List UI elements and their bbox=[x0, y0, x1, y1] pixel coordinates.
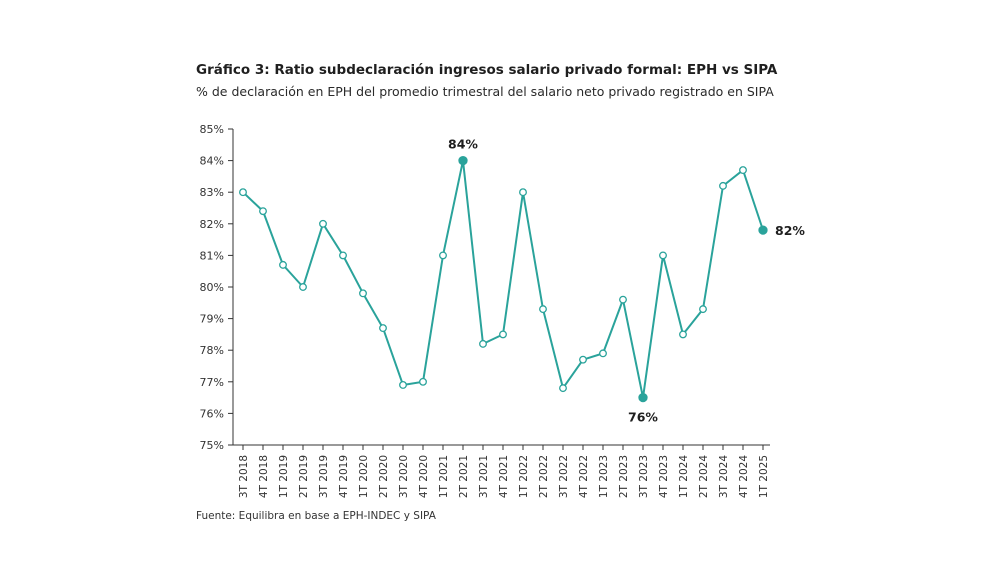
data-point bbox=[619, 295, 627, 304]
y-tick-label: 82% bbox=[200, 218, 224, 231]
data-point bbox=[539, 305, 547, 314]
x-tick-label: 2T 2021 bbox=[458, 455, 470, 498]
data-point bbox=[319, 219, 327, 228]
x-tick-label: 1T 2019 bbox=[278, 455, 290, 498]
x-tick-label: 4T 2022 bbox=[578, 455, 590, 498]
y-tick-label: 75% bbox=[200, 439, 224, 452]
y-tick-label: 78% bbox=[200, 344, 224, 357]
y-tick-label: 81% bbox=[200, 249, 224, 262]
chart-subtitle: % de declaración en EPH del promedio tri… bbox=[196, 84, 774, 99]
data-label: 84% bbox=[448, 137, 478, 152]
x-tick-label: 3T 2018 bbox=[238, 455, 250, 498]
y-tick-label: 79% bbox=[200, 313, 224, 326]
x-tick-label: 4T 2021 bbox=[498, 455, 510, 498]
x-tick-label: 4T 2024 bbox=[738, 455, 750, 498]
x-tick-label: 1T 2021 bbox=[438, 455, 450, 498]
data-label: 76% bbox=[628, 410, 658, 425]
x-tick-label: 3T 2019 bbox=[318, 455, 330, 498]
x-tick-label: 3T 2023 bbox=[638, 455, 650, 498]
data-point bbox=[479, 339, 487, 348]
data-point bbox=[299, 283, 307, 291]
x-tick-label: 3T 2024 bbox=[718, 455, 730, 498]
y-tick-label: 77% bbox=[200, 376, 224, 389]
x-tick-label: 3T 2021 bbox=[478, 455, 490, 498]
x-tick-label: 1T 2023 bbox=[598, 455, 610, 498]
x-tick-label: 2T 2024 bbox=[698, 455, 710, 498]
series-line bbox=[242, 159, 764, 399]
x-tick-label: 1T 2025 bbox=[758, 455, 770, 498]
data-point bbox=[699, 305, 707, 314]
source-note: Fuente: Equilibra en base a EPH-INDEC y … bbox=[196, 510, 436, 522]
x-tick-label: 3T 2022 bbox=[558, 455, 570, 498]
x-tick-label: 2T 2023 bbox=[618, 455, 630, 498]
data-point bbox=[659, 251, 667, 260]
y-tick-label: 83% bbox=[200, 186, 224, 199]
data-point bbox=[679, 330, 687, 339]
x-tick-label: 2T 2022 bbox=[538, 455, 550, 498]
data-point bbox=[499, 330, 507, 339]
x-tick-label: 1T 2024 bbox=[678, 455, 690, 498]
data-point bbox=[259, 207, 267, 216]
data-point bbox=[399, 381, 407, 389]
data-point bbox=[239, 188, 247, 197]
chart-title: Gráfico 3: Ratio subdeclaración ingresos… bbox=[196, 62, 778, 78]
data-point bbox=[579, 355, 587, 364]
y-tick-label: 84% bbox=[200, 155, 224, 168]
x-tick-label: 1T 2022 bbox=[518, 455, 530, 498]
x-tick-label: 2T 2020 bbox=[378, 455, 390, 498]
data-label: 82% bbox=[775, 223, 805, 238]
highlight-point bbox=[638, 392, 648, 403]
data-point bbox=[379, 324, 387, 333]
x-tick-label: 4T 2018 bbox=[258, 455, 270, 498]
y-tick-label: 76% bbox=[200, 407, 224, 420]
x-tick-label: 4T 2023 bbox=[658, 455, 670, 498]
data-point bbox=[419, 377, 427, 386]
y-tick-label: 85% bbox=[200, 123, 224, 136]
data-point bbox=[339, 251, 347, 260]
data-point bbox=[359, 289, 367, 298]
data-point bbox=[559, 384, 567, 393]
x-tick-label: 3T 2020 bbox=[398, 455, 410, 498]
highlight-point bbox=[458, 155, 468, 166]
highlight-point bbox=[758, 225, 768, 235]
y-tick-label: 80% bbox=[200, 281, 224, 294]
x-tick-label: 2T 2019 bbox=[298, 455, 310, 498]
x-tick-label: 4T 2020 bbox=[418, 455, 430, 498]
data-point bbox=[279, 260, 287, 269]
data-point bbox=[439, 251, 447, 260]
data-point bbox=[739, 166, 747, 175]
x-tick-label: 4T 2019 bbox=[338, 455, 350, 498]
x-tick-label: 1T 2020 bbox=[358, 455, 370, 498]
data-point bbox=[719, 181, 727, 190]
data-point bbox=[519, 188, 527, 197]
data-point bbox=[599, 349, 607, 358]
